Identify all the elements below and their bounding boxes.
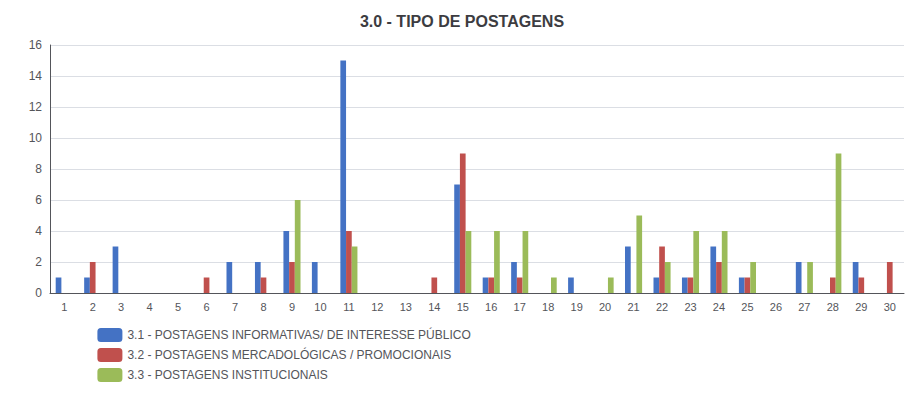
- svg-text:9: 9: [289, 301, 295, 313]
- svg-text:0: 0: [35, 286, 42, 300]
- svg-text:4: 4: [35, 224, 42, 238]
- svg-text:21: 21: [627, 301, 639, 313]
- svg-text:8: 8: [35, 162, 42, 176]
- svg-text:11: 11: [343, 301, 354, 313]
- svg-text:18: 18: [542, 301, 554, 313]
- svg-text:7: 7: [232, 301, 238, 313]
- svg-text:23: 23: [684, 301, 696, 313]
- svg-text:10: 10: [314, 301, 326, 313]
- svg-text:13: 13: [400, 301, 412, 313]
- svg-text:6: 6: [204, 301, 210, 313]
- svg-text:3.1 - POSTAGENS INFORMATIVAS/: 3.1 - POSTAGENS INFORMATIVAS/ DE INTERES…: [127, 327, 470, 342]
- svg-text:8: 8: [260, 301, 266, 313]
- svg-text:5: 5: [175, 301, 181, 313]
- svg-text:14: 14: [428, 301, 440, 313]
- svg-text:20: 20: [599, 301, 611, 313]
- svg-text:24: 24: [713, 301, 725, 313]
- svg-text:22: 22: [656, 301, 668, 313]
- svg-text:15: 15: [457, 301, 469, 313]
- svg-text:28: 28: [827, 301, 839, 313]
- svg-text:19: 19: [571, 301, 583, 313]
- svg-text:3.2 - POSTAGENS MERCADOLÓGICAS: 3.2 - POSTAGENS MERCADOLÓGICAS / PROMOCI…: [127, 347, 451, 362]
- svg-text:14: 14: [29, 69, 43, 83]
- svg-text:3.0 - TIPO DE POSTAGENS: 3.0 - TIPO DE POSTAGENS: [360, 13, 565, 30]
- svg-text:30: 30: [884, 301, 896, 313]
- svg-text:16: 16: [29, 38, 43, 52]
- svg-text:16: 16: [485, 301, 497, 313]
- svg-text:2: 2: [90, 301, 96, 313]
- svg-text:2: 2: [35, 255, 42, 269]
- svg-text:12: 12: [29, 100, 43, 114]
- svg-text:12: 12: [371, 301, 383, 313]
- svg-text:3.3 - POSTAGENS INSTITUCIONAIS: 3.3 - POSTAGENS INSTITUCIONAIS: [127, 368, 327, 382]
- svg-text:29: 29: [855, 301, 867, 313]
- svg-text:10: 10: [29, 131, 43, 145]
- svg-text:25: 25: [741, 301, 753, 313]
- svg-text:27: 27: [798, 301, 810, 313]
- svg-text:17: 17: [514, 301, 526, 313]
- svg-text:6: 6: [35, 193, 42, 207]
- svg-text:1: 1: [61, 301, 67, 313]
- svg-text:26: 26: [770, 301, 782, 313]
- svg-text:3: 3: [118, 301, 124, 313]
- svg-text:4: 4: [147, 301, 153, 313]
